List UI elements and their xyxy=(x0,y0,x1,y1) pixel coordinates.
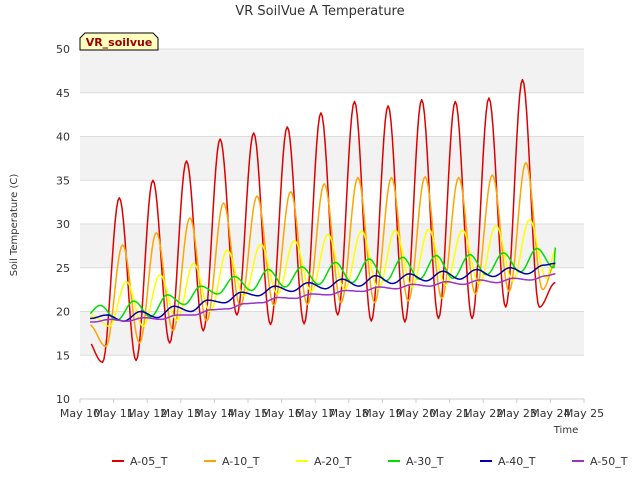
x-tick-label: May 15 xyxy=(228,407,268,420)
x-tick-label: May 14 xyxy=(194,407,234,420)
legend-label: A-30_T xyxy=(406,455,444,468)
y-axis-label: Soil Temperature (C) xyxy=(9,174,20,277)
y-tick-label: 20 xyxy=(56,306,70,319)
chart-title: VR SoilVue A Temperature xyxy=(235,4,404,19)
y-tick-label: 10 xyxy=(56,393,70,406)
plot-lines xyxy=(89,78,557,364)
y-axis: 10 15 20 25 30 35 40 45 50 xyxy=(56,43,70,406)
x-tick-label: May 13 xyxy=(161,407,201,420)
x-tick-label: May 11 xyxy=(93,407,133,420)
y-tick-label: 35 xyxy=(56,174,70,187)
x-tick-label: May 12 xyxy=(127,407,167,420)
series-line-A-30_T xyxy=(89,247,557,322)
legend-label: A-50_T xyxy=(590,455,628,468)
series-line-A-50_T xyxy=(89,273,556,323)
x-tick-label: May 24 xyxy=(530,407,570,420)
y-tick-label: 45 xyxy=(56,87,70,100)
legend-label: A-05_T xyxy=(130,455,168,468)
y-tick-label: 50 xyxy=(56,43,70,56)
series-line-A-05_T xyxy=(90,78,556,364)
x-tick-label: May 16 xyxy=(261,407,301,420)
x-axis-label: Time xyxy=(553,425,578,436)
badge: VR_soilvue xyxy=(79,32,159,51)
x-tick-label: May 18 xyxy=(329,407,369,420)
series-line-A-40_T xyxy=(90,262,556,322)
x-tick-label: May 23 xyxy=(497,407,537,420)
legend-label: A-10_T xyxy=(222,455,260,468)
x-tick-label: May 22 xyxy=(463,407,503,420)
x-tick-label: May 21 xyxy=(429,407,469,420)
y-tick-label: 40 xyxy=(56,131,70,144)
grid xyxy=(80,48,584,400)
y-tick-label: 30 xyxy=(56,218,70,231)
plot-band xyxy=(80,136,584,181)
series-line-A-10_T xyxy=(90,161,556,348)
y-tick-label: 15 xyxy=(56,349,70,362)
x-tick-label: May 19 xyxy=(362,407,402,420)
badge-label: VR_soilvue xyxy=(86,36,153,49)
x-tick-label: May 25 xyxy=(564,407,604,420)
legend-label: A-40_T xyxy=(498,455,536,468)
x-tick-label: May 10 xyxy=(60,407,100,420)
legend-label: A-20_T xyxy=(314,455,352,468)
y-tick-label: 25 xyxy=(56,262,70,275)
x-tick-label: May 20 xyxy=(396,407,436,420)
x-tick-label: May 17 xyxy=(295,407,335,420)
plot-band xyxy=(80,49,584,93)
legend: A-05_T A-10_T A-20_T A-30_T A-40_T A-50_T xyxy=(112,455,628,468)
